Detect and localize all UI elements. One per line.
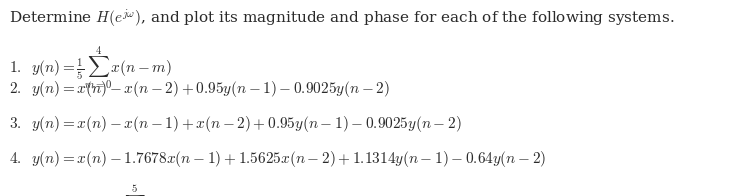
Text: $3.\;\; y(n) = x(n) - x(n-1) + x(n-2) + 0.95y(n-1) - 0.9025y(n-2)$: $3.\;\; y(n) = x(n) - x(n-1) + x(n-2) + …: [9, 114, 461, 134]
Text: Determine $H(e^{j\omega})$, and plot its magnitude and phase for each of the fol: Determine $H(e^{j\omega})$, and plot its…: [9, 8, 674, 30]
Text: $2.\;\; y(n) = x(n) - x(n-2) + 0.95y(n-1) - 0.9025y(n-2)$: $2.\;\; y(n) = x(n) - x(n-2) + 0.95y(n-1…: [9, 79, 389, 99]
Text: $4.\;\; y(n) = x(n) - 1.7678x(n-1) + 1.5625x(n-2) + 1.1314y(n-1) - 0.64y(n-2)$: $4.\;\; y(n) = x(n) - 1.7678x(n-1) + 1.5…: [9, 149, 546, 169]
Text: $5.\;\; y(n) = x(n) - \sum_{\ell=1}^{5}(0.5)^{\ell}\, y(n-\ell)$: $5.\;\; y(n) = x(n) - \sum_{\ell=1}^{5}(…: [9, 184, 237, 196]
Text: $1.\;\; y(n) = \frac{1}{5}\sum_{m=0}^{4} x(n-m)$: $1.\;\; y(n) = \frac{1}{5}\sum_{m=0}^{4}…: [9, 44, 172, 91]
